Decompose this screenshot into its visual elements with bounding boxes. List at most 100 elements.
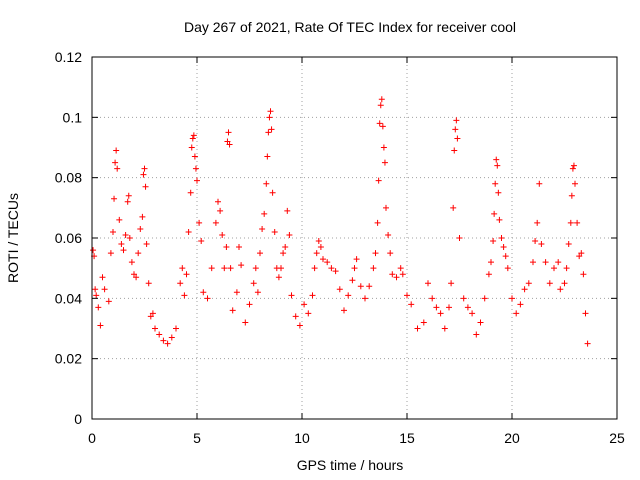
data-point: [125, 192, 132, 199]
data-point: [380, 144, 387, 151]
y-tick-label: 0.08: [55, 170, 82, 186]
data-point: [212, 219, 219, 226]
data-point: [269, 189, 276, 196]
data-point: [236, 244, 242, 251]
data-point: [446, 304, 452, 311]
data-point: [366, 283, 373, 290]
data-point: [179, 265, 186, 272]
data-point: [546, 280, 553, 287]
data-point: [399, 271, 406, 278]
data-point: [93, 292, 100, 299]
data-point: [362, 295, 368, 302]
data-point: [168, 334, 175, 341]
data-point: [437, 310, 444, 317]
data-point: [454, 135, 461, 142]
data-point: [137, 225, 144, 232]
data-point: [569, 165, 576, 172]
data-point: [107, 250, 114, 257]
data-point: [578, 250, 585, 257]
data-point: [120, 247, 127, 254]
data-point: [133, 274, 140, 281]
data-point: [374, 219, 381, 226]
data-point: [177, 280, 184, 287]
data-point: [332, 268, 339, 275]
data-point: [143, 241, 150, 248]
data-point: [542, 259, 549, 266]
data-point: [152, 325, 158, 332]
data-point: [448, 280, 455, 287]
data-point: [353, 256, 360, 263]
data-point: [379, 123, 386, 130]
data-point: [557, 286, 564, 293]
data-point: [378, 96, 385, 103]
data-point: [242, 319, 249, 326]
data-point: [160, 337, 167, 344]
data-point: [383, 204, 389, 211]
data-point: [181, 292, 188, 299]
data-point: [555, 259, 562, 266]
data-point: [280, 250, 287, 257]
data-point: [357, 283, 364, 290]
data-point: [389, 271, 396, 278]
x-tick-label: 10: [294, 430, 310, 446]
data-point: [408, 301, 415, 308]
data-point: [453, 117, 460, 124]
data-point: [336, 286, 343, 293]
grid-lines: [92, 57, 617, 419]
data-point: [116, 216, 123, 223]
data-point: [490, 238, 497, 245]
data-point: [517, 301, 524, 308]
data-point: [90, 247, 97, 254]
data-point: [570, 162, 577, 169]
data-point: [92, 286, 99, 293]
data-point: [140, 171, 147, 178]
data-point: [267, 108, 274, 115]
data-point: [351, 265, 358, 272]
data-point: [221, 265, 228, 272]
data-point: [208, 265, 215, 272]
data-point: [217, 207, 224, 214]
data-point: [278, 265, 284, 272]
data-point: [456, 235, 463, 241]
data-point: [189, 135, 196, 142]
data-point: [414, 325, 421, 332]
data-point: [313, 250, 320, 257]
data-point: [131, 271, 137, 278]
data-point: [113, 147, 120, 154]
data-point: [561, 280, 568, 287]
y-axis-label: ROTI / TECUs: [5, 193, 21, 283]
x-tick-label: 25: [609, 430, 625, 446]
data-point: [263, 180, 270, 187]
data-point: [530, 259, 536, 266]
data-point: [496, 216, 503, 223]
data-point: [286, 231, 293, 238]
data-point: [229, 307, 236, 314]
data-point: [580, 271, 587, 278]
data-point: [495, 189, 502, 196]
data-point: [534, 219, 541, 226]
data-point: [324, 259, 331, 266]
data-point: [105, 298, 112, 305]
y-tick-label: 0.12: [55, 49, 82, 65]
x-axis-label: GPS time / hours: [297, 457, 404, 473]
data-point: [124, 198, 131, 205]
data-point: [375, 177, 382, 184]
data-point: [135, 250, 142, 257]
data-point: [420, 319, 427, 326]
data-point: [502, 253, 509, 260]
data-point: [393, 274, 400, 281]
data-point: [317, 244, 324, 251]
data-point: [223, 244, 230, 251]
data-point: [452, 126, 459, 133]
data-point: [433, 304, 440, 311]
data-point: [301, 301, 308, 308]
data-point: [250, 280, 257, 287]
data-point: [114, 165, 121, 172]
data-point: [185, 228, 192, 235]
data-point: [284, 207, 291, 214]
data-point: [194, 177, 200, 184]
data-point: [122, 231, 129, 238]
data-point: [192, 165, 199, 172]
data-point: [275, 274, 282, 281]
y-tick-label: 0: [74, 411, 82, 427]
